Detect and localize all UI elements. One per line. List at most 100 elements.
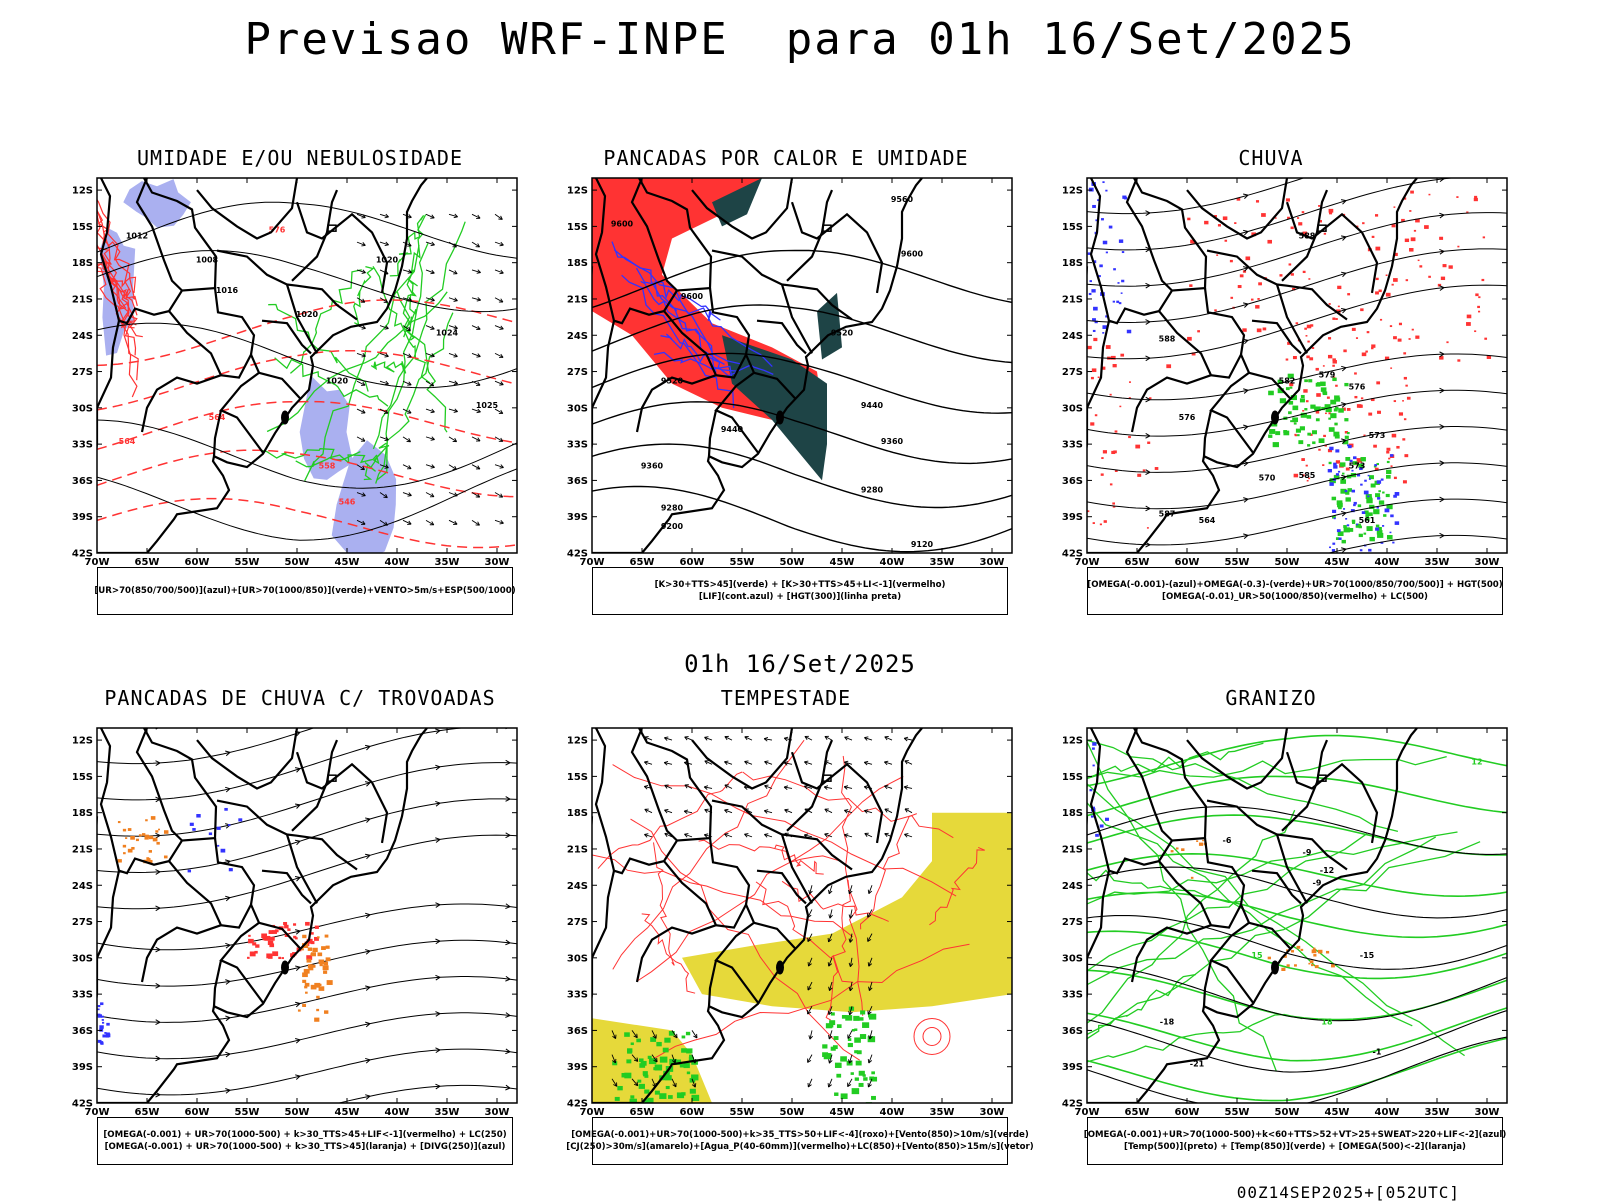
rain-area-red bbox=[1099, 523, 1102, 526]
wind-vector bbox=[867, 913, 872, 918]
streamline-arrow bbox=[505, 975, 511, 982]
rain-area-green bbox=[1342, 472, 1345, 475]
omega500-area-orange bbox=[1314, 965, 1319, 969]
country-border bbox=[714, 354, 759, 454]
rain-area-red bbox=[1403, 418, 1407, 421]
rain-area-green bbox=[1342, 439, 1349, 445]
wind-vector bbox=[764, 785, 773, 789]
omega500-area-orange bbox=[1308, 962, 1311, 965]
lc250-streamline bbox=[97, 1012, 517, 1060]
rain-area-green bbox=[1346, 431, 1350, 435]
lat-tick-label: 21S bbox=[567, 844, 588, 855]
federal-district-box bbox=[327, 774, 337, 782]
rain-area-red bbox=[1360, 308, 1364, 312]
wind-vector bbox=[684, 833, 693, 838]
rain-area-blue bbox=[1353, 456, 1357, 460]
rain-area-green bbox=[1386, 469, 1392, 475]
rain-area-red bbox=[1393, 400, 1397, 403]
rain-area-green bbox=[1346, 474, 1352, 479]
rain-area-red bbox=[1326, 396, 1330, 399]
omega500-area-orange bbox=[1281, 967, 1286, 972]
divergence-area-blue bbox=[217, 844, 220, 847]
rain-area-green bbox=[1322, 391, 1325, 394]
wind-vector bbox=[884, 760, 889, 766]
lat-tick-label: 36S bbox=[567, 1026, 588, 1037]
wind-vector bbox=[848, 938, 854, 943]
rain-area-green bbox=[1343, 527, 1350, 533]
storm-area-red bbox=[247, 956, 250, 959]
wind-vector bbox=[499, 241, 504, 247]
divergence-area-blue bbox=[102, 1034, 107, 1038]
rain-area-red bbox=[1325, 412, 1327, 415]
rain-area-red bbox=[1478, 296, 1481, 299]
rain-area-blue bbox=[1393, 494, 1397, 498]
cyclone-circulation bbox=[922, 1026, 942, 1046]
storm-area-orange bbox=[122, 828, 127, 832]
rain-area-red bbox=[1393, 252, 1398, 257]
rain-area-green bbox=[1328, 427, 1335, 432]
streamline-arrow bbox=[365, 817, 371, 823]
humidity-contour-green bbox=[370, 361, 407, 374]
wind-vector bbox=[651, 1054, 658, 1063]
rain-area-green bbox=[1352, 521, 1356, 524]
wind-vector bbox=[402, 352, 412, 358]
divergence-area-blue bbox=[192, 828, 196, 831]
lon-tick-label: 30W bbox=[485, 1107, 510, 1118]
wind-vector bbox=[644, 736, 653, 741]
storm-area-orange bbox=[297, 1009, 301, 1012]
coastline bbox=[592, 728, 923, 1103]
rain-area-red bbox=[1229, 259, 1233, 263]
streamline-850-red bbox=[929, 846, 985, 926]
storm-area-orange bbox=[146, 857, 150, 860]
panel-title-granizo: GRANIZO bbox=[1225, 686, 1317, 710]
rain-area-green bbox=[1333, 408, 1338, 412]
rain-area-red bbox=[1466, 314, 1472, 319]
wind-vector bbox=[384, 353, 389, 358]
rain-area-red bbox=[1217, 224, 1221, 227]
lagoa-dos-patos bbox=[776, 960, 784, 975]
storm-area-orange bbox=[305, 991, 308, 994]
map-granizo: -6-9-12-15-18-21151812-9-112S15S18S21S24… bbox=[1062, 727, 1508, 1118]
rain-area-red bbox=[1242, 328, 1247, 332]
coastline bbox=[1087, 178, 1418, 553]
legend-line: [Temp(500)](preto) + [Temp(850)](verde) … bbox=[1124, 1142, 1466, 1152]
divergence-area-blue bbox=[105, 1033, 111, 1038]
rain-area-green bbox=[1369, 504, 1375, 509]
wind-vector bbox=[828, 1054, 833, 1064]
wind-vector bbox=[807, 933, 813, 942]
omega500-area-orange bbox=[1294, 964, 1297, 967]
rain-area-red bbox=[1402, 480, 1407, 484]
temperature-label: -9 bbox=[1303, 848, 1312, 857]
strong-wind-green bbox=[685, 1031, 691, 1036]
strong-wind-green bbox=[659, 1093, 667, 1099]
temp850-contour-green bbox=[1087, 814, 1507, 856]
country-border bbox=[1130, 924, 1212, 983]
rain-area-green bbox=[1292, 405, 1299, 411]
storm-area-red bbox=[269, 943, 275, 948]
country-border bbox=[261, 869, 312, 905]
wind-vector bbox=[475, 493, 481, 498]
rain-area-green bbox=[1277, 379, 1283, 384]
streamline-arrow bbox=[155, 983, 161, 989]
omega500-area-orange bbox=[1309, 960, 1314, 964]
rain-area-blue bbox=[1349, 459, 1353, 463]
rain-area-blue bbox=[1102, 325, 1108, 329]
hail-area-blue bbox=[1092, 806, 1095, 809]
rain-area-red bbox=[1315, 410, 1320, 414]
country-border bbox=[135, 178, 183, 292]
strong-wind-green bbox=[637, 1079, 642, 1083]
hgt500-label: 573 bbox=[1349, 461, 1366, 470]
lc500-streamline bbox=[1087, 284, 1507, 360]
rain-area-green bbox=[1366, 498, 1373, 504]
wind-vector bbox=[664, 833, 673, 838]
omega500-area-orange bbox=[1317, 949, 1323, 954]
storm-area-red bbox=[306, 955, 313, 960]
lat-tick-label: 30S bbox=[1062, 953, 1083, 964]
strong-wind-green bbox=[636, 1038, 641, 1043]
streamline-arrow bbox=[1145, 210, 1151, 216]
rain-area-red bbox=[1105, 345, 1111, 349]
coastline bbox=[97, 728, 428, 1103]
rain-area-green bbox=[1330, 413, 1337, 419]
wind-vector bbox=[684, 833, 689, 838]
lc250-streamline bbox=[97, 834, 517, 910]
